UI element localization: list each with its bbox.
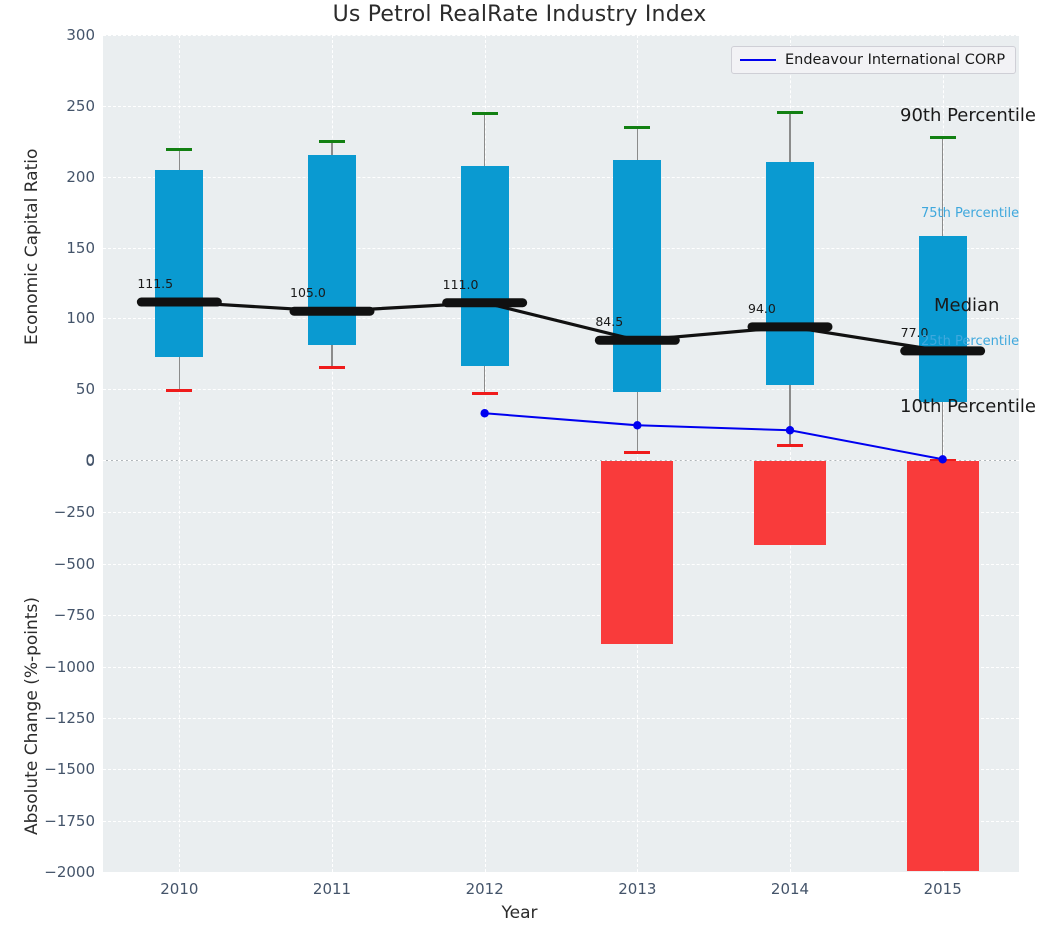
x-axis-label: Year xyxy=(501,903,538,923)
annotation-10th-percentile: 10th Percentile xyxy=(900,396,1036,417)
top-panel-y-tick-label: 100 xyxy=(66,309,95,328)
bottom-panel-vertical-gridline xyxy=(332,461,333,872)
bottom-panel-gridline xyxy=(103,512,1019,514)
box-interquartile-range xyxy=(308,154,356,346)
bottom-panel-y-tick-label: −1750 xyxy=(44,811,95,830)
bottom-panel-vertical-gridline xyxy=(790,461,791,872)
top-panel-y-tick-label: 50 xyxy=(75,380,95,399)
x-tick-label: 2012 xyxy=(465,880,504,898)
cap-90th-percentile xyxy=(471,112,498,116)
cap-90th-percentile xyxy=(319,140,345,144)
median-value-label: 111.0 xyxy=(442,276,479,292)
negative-change-bar xyxy=(601,461,674,644)
box-interquartile-range xyxy=(766,161,814,385)
top-panel-gridline xyxy=(103,35,1019,36)
annotation-75th-percentile: 75th Percentile xyxy=(921,206,1020,221)
cap-90th-percentile xyxy=(777,110,803,114)
bottom-panel-gridline xyxy=(103,717,1019,719)
median-value-label: 111.5 xyxy=(137,276,174,292)
annotation-median: Median xyxy=(934,295,1000,316)
x-tick-label: 2013 xyxy=(618,880,657,898)
bottom-panel-gridline xyxy=(103,666,1019,668)
median-value-label: 105.0 xyxy=(290,285,326,301)
x-tick-label: 2014 xyxy=(770,880,810,898)
negative-change-bar xyxy=(906,461,979,871)
cap-10th-percentile xyxy=(166,389,193,393)
bottom-panel-vertical-gridline xyxy=(484,461,486,872)
cap-10th-percentile xyxy=(624,451,651,455)
bottom-panel-gridline xyxy=(103,615,1019,617)
legend-label: Endeavour International CORP xyxy=(785,52,1006,68)
x-tick-label: 2011 xyxy=(312,880,352,898)
bottom-panel-y-tick-label: −250 xyxy=(53,503,95,522)
cap-90th-percentile xyxy=(929,135,956,139)
bottom-panel-y-tick-label: −1500 xyxy=(44,760,95,779)
annotation-90th-percentile: 90th Percentile xyxy=(900,105,1036,126)
box-interquartile-range xyxy=(460,166,509,366)
bottom-panel-y-tick-label: 0 xyxy=(85,452,95,470)
cap-90th-percentile xyxy=(624,125,651,129)
bottom-panel-vertical-gridline xyxy=(179,461,181,872)
cap-10th-percentile xyxy=(777,444,803,448)
chart-title: Us Petrol RealRate Industry Index xyxy=(332,2,707,27)
x-tick-label: 2010 xyxy=(160,880,199,898)
median-value-label: 84.5 xyxy=(595,314,624,330)
top-panel-gridline xyxy=(103,105,1019,107)
bottom-panel-y-tick-label: −1000 xyxy=(44,657,95,676)
negative-change-bar xyxy=(754,461,826,546)
top-panel-y-tick-label: 250 xyxy=(66,96,95,115)
bottom-panel-gridline xyxy=(103,769,1019,771)
top-panel-y-tick-label: 300 xyxy=(66,26,95,44)
top-panel-gridline xyxy=(103,176,1019,178)
cap-90th-percentile xyxy=(166,148,193,152)
top-panel-gridline xyxy=(103,389,1019,391)
x-tick-label: 2015 xyxy=(923,880,962,898)
bottom-panel-gridline xyxy=(103,872,1019,873)
top-panel-gridline xyxy=(103,318,1019,320)
annotation-25th-percentile: 25th Percentile xyxy=(921,334,1020,349)
cap-10th-percentile xyxy=(319,365,345,369)
bottom-panel-y-tick-label: −2000 xyxy=(44,863,95,881)
legend[interactable]: Endeavour International CORP xyxy=(731,46,1017,74)
bottom-panel-gridline xyxy=(103,563,1019,565)
top-panel-gridline xyxy=(103,247,1019,249)
median-value-label: 94.0 xyxy=(748,300,776,316)
top-panel-gridline xyxy=(103,460,1019,461)
cap-10th-percentile xyxy=(471,391,498,395)
box-interquartile-range xyxy=(613,159,662,392)
bottom-panel-y-tick-label: −750 xyxy=(53,606,95,625)
box-interquartile-range xyxy=(155,169,204,358)
legend-line-swatch xyxy=(740,59,776,61)
bottom-panel-y-tick-label: −1250 xyxy=(44,708,95,727)
box-interquartile-range xyxy=(918,236,967,402)
bottom-panel-y-tick-label: −500 xyxy=(53,554,95,573)
top-panel-y-tick-label: 150 xyxy=(66,238,95,257)
top-panel-y-tick-label: 200 xyxy=(66,167,95,186)
top-panel-y-tick-label: 0 xyxy=(85,451,95,469)
bottom-panel-gridline xyxy=(103,820,1019,822)
bottom-panel-vertical-gridline xyxy=(637,461,639,872)
